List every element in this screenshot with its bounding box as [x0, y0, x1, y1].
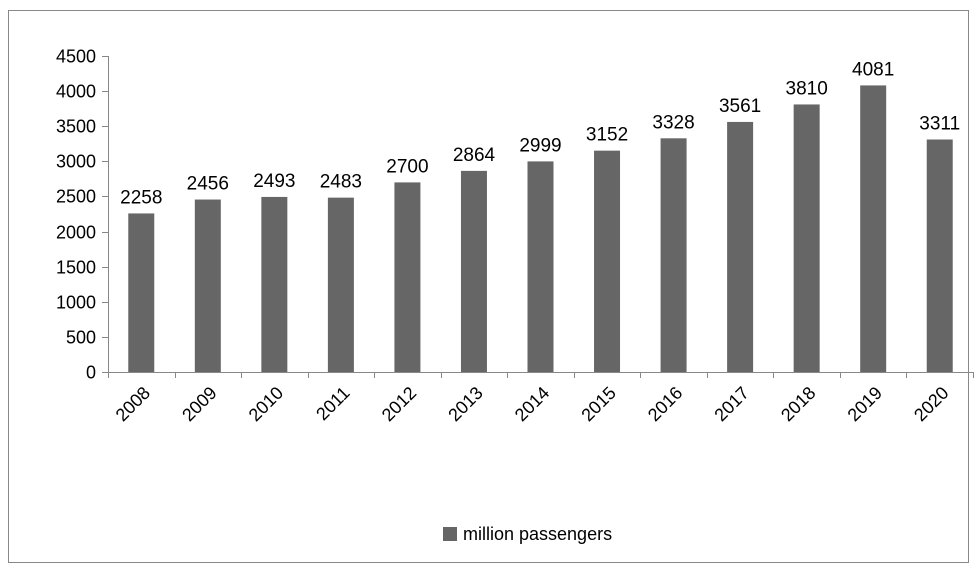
bar [860, 85, 887, 373]
legend: million passengers [443, 524, 612, 544]
data-label: 3561 [719, 96, 761, 117]
bar [261, 196, 288, 372]
bar [327, 197, 354, 372]
data-label: 3810 [786, 78, 828, 99]
y-tick-label: 3000 [56, 152, 96, 172]
y-tick-label: 1500 [56, 258, 96, 278]
data-label: 2700 [386, 156, 428, 177]
bar [594, 150, 621, 372]
y-tick-label: 4000 [56, 82, 96, 102]
bar [660, 138, 687, 372]
bar [128, 213, 155, 372]
y-tick-label: 1000 [56, 293, 96, 313]
legend-label: million passengers [463, 524, 612, 544]
data-label: 4081 [852, 59, 894, 80]
data-label: 3311 [919, 113, 960, 134]
y-tick-label: 2500 [56, 187, 96, 207]
bar [793, 104, 820, 372]
bar [194, 199, 221, 372]
legend-swatch [443, 527, 457, 541]
bar [460, 170, 487, 372]
bar [527, 161, 554, 372]
bar [394, 182, 421, 372]
y-tick-label: 2000 [56, 223, 96, 243]
data-label: 2258 [120, 187, 162, 208]
data-label: 3152 [586, 125, 628, 146]
y-tick-label: 500 [66, 328, 96, 348]
data-label: 2483 [320, 172, 362, 193]
y-tick-label: 0 [86, 363, 96, 383]
bar [727, 121, 754, 373]
y-tick-label: 4500 [56, 47, 96, 67]
bar [926, 139, 953, 372]
data-label: 2456 [187, 174, 229, 195]
data-label: 2493 [253, 171, 295, 192]
y-tick-label: 3500 [56, 117, 96, 137]
data-label: 2864 [453, 145, 496, 166]
data-label: 3328 [652, 112, 694, 133]
data-label: 2999 [519, 135, 561, 156]
